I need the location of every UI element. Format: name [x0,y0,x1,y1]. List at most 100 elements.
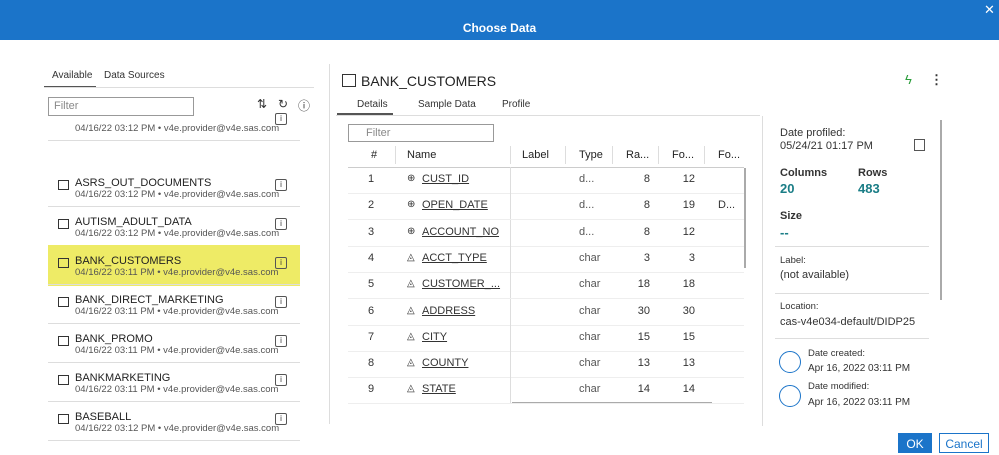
location-label: Location: [780,301,819,312]
label-cell [510,193,511,220]
help-icon[interactable]: ⓘ [298,99,311,113]
raw-length: 8 [643,199,650,212]
left-filter-box[interactable] [48,97,194,116]
column-name[interactable]: ACCOUNT_NO [422,225,500,238]
dialog-title: Choose Data [462,21,537,35]
filter-placeholder: Filter [366,127,391,139]
info-panel-border [762,116,763,426]
info-icon[interactable]: i [275,218,287,230]
row-line [348,245,744,247]
column-header[interactable]: Name [407,149,437,161]
column-type: char [579,357,601,370]
info-icon[interactable]: i [275,413,287,425]
left-tab[interactable]: Data Sources [104,70,165,81]
label-label: Label: [780,255,806,266]
label: (not available) [780,269,850,281]
row-line [348,298,744,300]
filter-placeholder: Filter [54,100,79,112]
info-icon[interactable]: i [275,257,287,269]
column-type: char [579,330,601,343]
format-name: D... [718,199,736,212]
format-length: 12 [682,225,695,238]
dataset-name[interactable]: BANK_CUSTOMERS [75,255,182,267]
column-name[interactable]: STATE [422,383,456,396]
created-label: Date created: [808,348,866,359]
item-separator [48,284,300,285]
profiled: 05/24/21 01:17 PM [780,140,873,152]
column-name[interactable]: CUSTOMER_... [422,278,501,291]
item-separator [48,140,300,141]
size-label: Size [780,210,803,222]
type-icon: ◬ [407,251,415,263]
ok-button[interactable] [898,433,932,453]
cancel-button[interactable] [939,433,989,453]
dataset-name[interactable]: AUTISM_ADULT_DATA [75,216,192,228]
dataset-name[interactable]: BANK_PROMO [75,333,153,345]
column-divider [565,146,566,164]
tab-underline [337,113,393,115]
row-number: 3 [368,225,375,238]
right-tab[interactable]: Details [357,99,388,110]
raw-length: 8 [643,173,650,185]
header-line [348,167,744,168]
right-tab[interactable]: Sample Data [418,99,476,110]
modified: Apr 16, 2022 03:11 PM [808,397,911,408]
left-tab[interactable]: Available [52,70,93,81]
selected-highlight[interactable] [48,245,300,286]
info-icon[interactable]: i [275,296,287,308]
info-scrollbar [940,120,942,300]
column-name[interactable]: CITY [422,330,448,343]
right-tab[interactable]: Profile [502,99,531,110]
user-avatar [779,351,801,373]
column-header[interactable]: Fo... [672,149,695,161]
label-cell [510,167,511,193]
label-cell [510,377,511,404]
dataset-name[interactable]: ASRS_OUT_DOCUMENTS [75,177,212,189]
info-icon[interactable]: i [275,179,287,191]
refresh-icon[interactable]: ↻ [278,97,289,111]
item-separator [48,362,300,363]
close-button[interactable]: ✕ [984,2,995,17]
info-icon[interactable]: i [275,335,287,347]
column-name[interactable]: ADDRESS [422,304,476,317]
column-header[interactable]: # [371,149,378,161]
dataset-meta: 04/16/22 03:11 PM • v4e.provider@v4e.sas… [75,384,279,395]
column-name[interactable]: CUST_ID [422,173,470,185]
column-type: d... [579,199,595,212]
info-sep [775,338,929,339]
lightning-icon[interactable]: ϟ [905,72,912,87]
dataset-name[interactable]: BANK_DIRECT_MARKETING [75,294,224,306]
row-number: 7 [368,330,375,343]
column-name[interactable]: ACCT_TYPE [422,251,487,264]
info-icon[interactable]: i [275,113,287,125]
row-line [348,403,744,405]
dataset-icon [58,219,69,229]
raw-length: 13 [637,357,650,370]
right-tab-line [336,115,760,116]
format-length: 3 [688,251,695,264]
column-header[interactable]: Label [522,149,549,161]
more-icon[interactable]: ⋮ [930,72,943,87]
format-length: 30 [682,304,695,317]
column-name[interactable]: COUNTY [422,357,469,370]
column-header[interactable]: Ra... [626,149,650,161]
dataset-meta: 04/16/22 03:11 PM • v4e.provider@v4e.sas… [75,267,279,278]
item-separator [48,440,300,441]
right-filter-box[interactable] [348,124,494,142]
format-length: 19 [682,199,695,212]
row-number: 4 [368,251,375,264]
label-cell [510,351,511,378]
ok-label: OK [906,437,924,451]
dataset-name[interactable]: BASEBALL [75,411,132,423]
row-line [348,377,744,379]
format-length: 15 [682,330,695,343]
table-scrollbar [744,168,746,268]
sort-icon[interactable]: ⇅ [257,97,268,111]
column-header[interactable]: Fo... [718,149,741,161]
info-icon[interactable]: i [275,374,287,386]
column-name[interactable]: OPEN_DATE [422,199,488,212]
row-number: 9 [368,383,375,396]
column-header[interactable]: Type [579,149,603,161]
dataset-name[interactable]: BANKMARKETING [75,372,171,384]
type-icon: ◬ [407,330,415,342]
